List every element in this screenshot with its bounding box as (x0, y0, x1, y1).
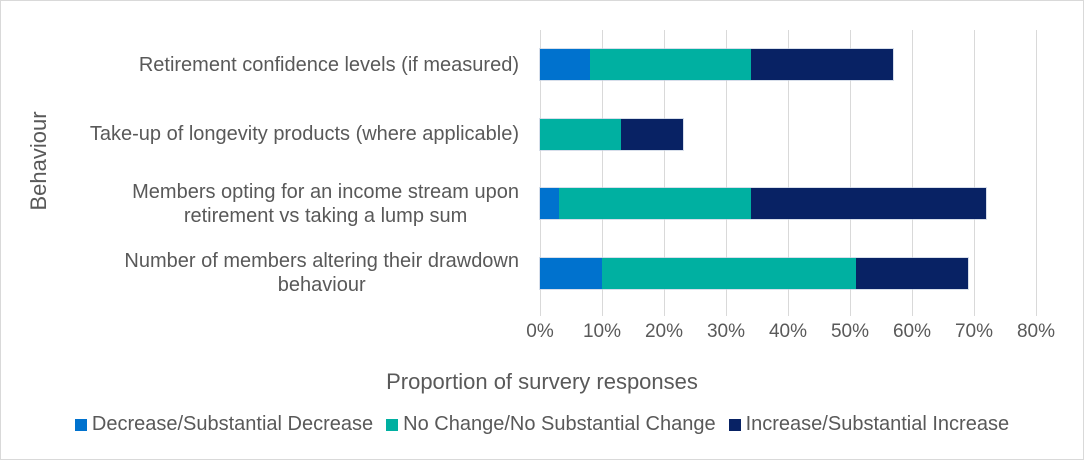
x-axis-title: Proportion of survery responses (386, 369, 698, 394)
bar-segment-no-change (558, 188, 751, 219)
bar-segment-decrease (540, 188, 559, 219)
x-tick-label: 50% (830, 321, 870, 342)
stacked-bar (540, 49, 894, 80)
bar-segment-no-change (589, 49, 751, 80)
category-label: Members opting for an income stream upon… (132, 180, 519, 227)
gridline-70% (974, 30, 975, 316)
gridline-20% (664, 30, 665, 316)
bar-segment-decrease (540, 258, 602, 289)
legend-label: No Change/No Substantial Change (403, 413, 716, 435)
legend-item-decrease: Decrease/Substantial Decrease (74, 413, 374, 436)
bar-segment-no-change (540, 119, 621, 150)
stacked-bar (540, 188, 987, 219)
y-axis-title: Behaviour (26, 111, 51, 211)
legend-label: Decrease/Substantial Decrease (91, 413, 374, 435)
stacked-bar (540, 258, 968, 289)
legend-item-no-change: No Change/No Substantial Change (386, 413, 716, 436)
gridline-40% (788, 30, 789, 316)
category-label: Retirement confidence levels (if measure… (138, 53, 519, 76)
bar-segment-increase (750, 49, 894, 80)
plot-area (540, 30, 1037, 316)
x-tick-label: 40% (768, 321, 808, 342)
x-tick-label: 20% (644, 321, 684, 342)
chart-legend: Decrease/Substantial Decrease No Change/N… (1, 413, 1083, 436)
gridline-0% (540, 30, 541, 316)
x-tick-label: 0% (526, 321, 554, 342)
x-tick-label: 30% (706, 321, 746, 342)
legend-swatch-icon (386, 418, 399, 431)
legend-swatch-icon (728, 418, 741, 431)
gridline-30% (726, 30, 727, 316)
category-label: Take-up of longevity products (where app… (89, 123, 519, 146)
gridline-10% (602, 30, 603, 316)
legend-label: Increase/Substantial Increase (745, 413, 1010, 435)
bar-segment-decrease (540, 49, 590, 80)
legend-swatch-icon (74, 418, 87, 431)
legend-item-increase: Increase/Substantial Increase (728, 413, 1010, 436)
stacked-bar (540, 119, 683, 150)
gridline-80% (1036, 30, 1037, 316)
gridline-50% (850, 30, 851, 316)
bar-segment-no-change (602, 258, 857, 289)
x-tick-label: 80% (1016, 321, 1056, 342)
x-tick-label: 10% (582, 321, 622, 342)
category-label: Number of members altering their drawdow… (124, 250, 519, 297)
x-tick-label: 60% (892, 321, 932, 342)
gridline-60% (912, 30, 913, 316)
bar-segment-increase (856, 258, 968, 289)
bar-segment-increase (750, 188, 987, 219)
bar-segment-increase (620, 119, 683, 150)
x-tick-label: 70% (954, 321, 994, 342)
